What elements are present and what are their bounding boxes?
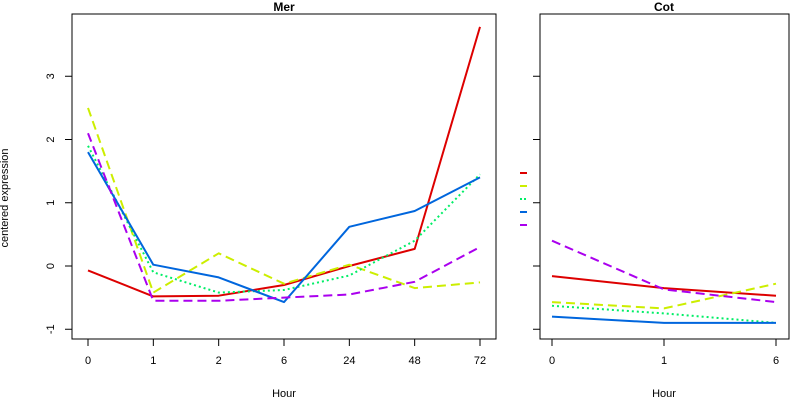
y-tick-label: 0	[45, 263, 57, 269]
x-axis-mer: 0 1 2 6 24 48 72	[85, 339, 486, 367]
x-tick-label: 1	[661, 355, 667, 367]
series-line-1	[87, 26, 481, 298]
x-tick-label: 48	[409, 355, 421, 367]
series-line-3	[87, 145, 481, 294]
series-group-cot	[551, 239, 777, 324]
y-axis-mer: -1 0 1 2 3	[45, 73, 72, 334]
y-axis-cot	[533, 75, 540, 330]
y-tick-label: -1	[45, 324, 57, 334]
x-axis-label-cot: Hour	[652, 388, 676, 400]
series-line-1	[551, 275, 777, 297]
x-tick-label: 24	[343, 355, 355, 367]
x-axis-label-mer: Hour	[272, 388, 296, 400]
panel-title-mer: Mer	[273, 0, 295, 14]
series-line-5	[551, 239, 777, 304]
panel-title-cot: Cot	[654, 0, 674, 14]
panel-cot: Cot 0 1 6 Hour	[533, 0, 790, 400]
x-tick-label: 72	[474, 355, 486, 367]
y-tick-label: 1	[45, 200, 57, 206]
x-axis-cot: 0 1 6	[549, 339, 779, 367]
x-tick-label: 1	[150, 355, 156, 367]
plot-frame-cot	[539, 13, 790, 340]
x-tick-label: 0	[549, 355, 555, 367]
series-line-2	[87, 107, 481, 294]
series-line-4	[87, 151, 481, 304]
x-tick-label: 6	[281, 355, 287, 367]
legend	[520, 172, 527, 226]
series-line-4	[551, 315, 776, 324]
y-tick-label: 3	[45, 73, 57, 79]
y-tick-label: 2	[45, 136, 57, 142]
y-axis-label: centered expression	[0, 148, 11, 247]
series-group-mer	[87, 26, 481, 304]
series-line-2	[551, 282, 777, 310]
x-tick-label: 2	[216, 355, 222, 367]
panel-mer: Mer 0 1 2 6 24 48 72 -1 0 1 2 3 Hour centered expr…	[0, 0, 497, 400]
x-tick-label: 0	[85, 355, 91, 367]
series-line-5	[87, 132, 481, 302]
x-tick-label: 6	[773, 355, 779, 367]
